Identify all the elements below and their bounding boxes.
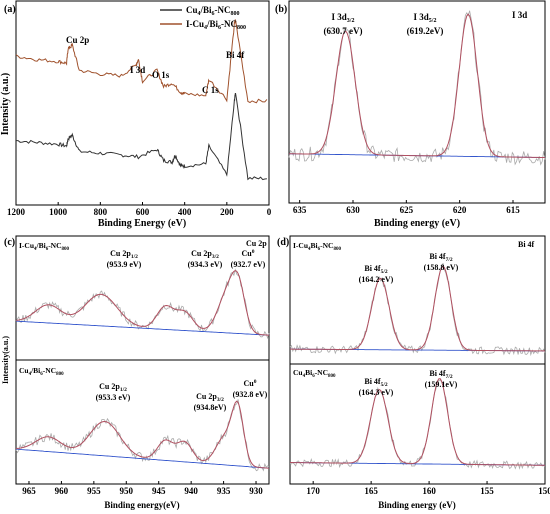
panel-b-x-tick-label: 625 bbox=[400, 205, 414, 215]
panel-d-x-tick-label: 150 bbox=[538, 486, 550, 496]
panel-c-x-tick-label: 960 bbox=[55, 486, 69, 496]
panel-b-x-tick-label: 635 bbox=[293, 205, 307, 215]
panel-b-x-ticks: 635 630 625 620 615 bbox=[293, 200, 520, 215]
annotation-cu2p: Cu 2p bbox=[66, 35, 89, 45]
panel-b-xlabel: Binding energy (eV) bbox=[374, 218, 460, 229]
panel-a-x-tick-label: 1200 bbox=[7, 207, 26, 217]
c-bottom-peak1-label: Cu 2p1/2 bbox=[99, 382, 127, 393]
panel-b: (b) I 3d Binding energy (eV) 635 630 625 62… bbox=[275, 0, 546, 229]
panel-c-top-background bbox=[16, 320, 270, 336]
peak-value-i3d52: (619.2eV) bbox=[407, 26, 444, 36]
c-top-peak3-value: (932.7 eV) bbox=[231, 260, 266, 269]
panel-c-bottom-background bbox=[15, 448, 270, 469]
d-top-peak1-label: Bi 4f5/2 bbox=[364, 264, 388, 275]
d-bottom-peak2-label: Bi 4f7/2 bbox=[429, 369, 453, 380]
panel-b-x-tick-label: 620 bbox=[453, 205, 467, 215]
peak-value-i3d32: (630.7 eV) bbox=[324, 26, 363, 36]
c-top-peak2-label: Cu 2p3/2 bbox=[191, 249, 219, 260]
c-top-peak1-value: (953.9 eV) bbox=[107, 260, 142, 269]
panel-c-x-tick-label: 955 bbox=[87, 486, 101, 496]
peak-label-i3d32: I 3d3/2 bbox=[332, 12, 355, 24]
panel-c-x-ticks: 965 960 955 950 945 940 935 930 bbox=[22, 481, 263, 496]
c-bottom-peak2-label: Cu 2p3/2 bbox=[196, 392, 224, 403]
panel-a-x-tick-label: 800 bbox=[94, 207, 108, 217]
panel-a-x-ticks: 1200 1000 800 600 400 200 0 bbox=[7, 202, 272, 217]
annotation-o1s: O 1s bbox=[152, 70, 170, 80]
panel-d-curves bbox=[289, 263, 546, 470]
d-bottom-peak1-label: Bi 4f5/2 bbox=[364, 377, 388, 388]
panel-c-top-fit-envelope bbox=[15, 270, 270, 336]
d-top-peak2-value: (158.8 eV) bbox=[424, 263, 459, 272]
panel-a-x-tick-label: 400 bbox=[178, 207, 192, 217]
survey-series-1 bbox=[15, 19, 268, 104]
panel-b-title: I 3d bbox=[512, 10, 527, 20]
panel-c-x-tick-label: 935 bbox=[217, 486, 231, 496]
c-top-peak3-label: Cu0 bbox=[242, 249, 255, 258]
panel-a-ylabel: Intensity (a.u.) bbox=[0, 73, 11, 136]
d-top-peak2-label: Bi 4f7/2 bbox=[429, 252, 453, 263]
c-top-peak1-label: Cu 2p1/2 bbox=[110, 249, 138, 260]
panel-d-letter: (d) bbox=[277, 237, 289, 248]
panel-c-bottom-fit-envelope bbox=[15, 400, 270, 469]
c-top-peak2-value: (934.3 eV) bbox=[188, 260, 223, 269]
panel-c-curves bbox=[15, 268, 270, 472]
c-bottom-peak3-label: Cu0 bbox=[244, 379, 257, 388]
panel-a-x-tick-label: 600 bbox=[136, 207, 150, 217]
c-bottom-peak2-value: (934.8eV) bbox=[194, 403, 227, 412]
c-bottom-peak1-value: (953.3 eV) bbox=[96, 393, 131, 402]
panel-a-x-tick-label: 1000 bbox=[49, 207, 68, 217]
panel-c-top-sample: I-Cu4/Bi6-NC800 bbox=[19, 241, 70, 252]
d-bottom-peak1-value: (164.3 eV) bbox=[359, 388, 394, 397]
panel-c-x-tick-label: 950 bbox=[120, 486, 134, 496]
panel-b-curves bbox=[288, 10, 546, 166]
annotation-i3d: I 3d bbox=[130, 65, 145, 75]
panel-d-title: Bi 4f bbox=[518, 240, 535, 249]
panel-a-x-tick-label: 0 bbox=[267, 207, 272, 217]
panel-d: (d) Bi 4f Binding energy (eV) 170 165 160 1… bbox=[277, 235, 550, 510]
panel-b-x-tick-label: 615 bbox=[506, 205, 520, 215]
panel-d-top-sample: I-Cu4Bi6-NC800 bbox=[293, 241, 341, 252]
panel-b-x-tick-label: 630 bbox=[346, 205, 360, 215]
panel-c-x-tick-label: 965 bbox=[22, 486, 36, 496]
panel-d-x-tick-label: 170 bbox=[306, 486, 320, 496]
panel-d-x-tick-label: 160 bbox=[422, 486, 436, 496]
panel-d-bottom-sample: Cu4Bi6-NC800 bbox=[293, 368, 336, 379]
panel-c-top-raw-spectrum bbox=[15, 268, 270, 340]
d-bottom-peak2-value: (159.1eV) bbox=[425, 380, 458, 389]
panel-a-series bbox=[15, 19, 268, 181]
panel-c-bottom-sample: Cu4/Bi6-NC800 bbox=[19, 366, 64, 377]
panel-c-x-tick-label: 940 bbox=[184, 486, 198, 496]
panel-d-bottom-raw-spectrum bbox=[289, 379, 546, 470]
legend-label-i-cu4bi6: I-Cu4/Bi6-NC800 bbox=[186, 19, 246, 31]
panel-d-xlabel: Binding energy (eV) bbox=[378, 500, 456, 510]
panel-a-letter: (a) bbox=[4, 4, 16, 15]
panel-d-x-ticks: 170 165 160 155 150 bbox=[306, 481, 550, 496]
panel-c-title: Cu 2p bbox=[246, 239, 267, 248]
panel-c-ylabel: Intensity(a.u.) bbox=[1, 336, 10, 384]
panel-d-bottom-fit-envelope bbox=[290, 378, 545, 466]
panel-c-bottom-raw-spectrum bbox=[15, 399, 270, 472]
panel-c-letter: (c) bbox=[4, 237, 15, 248]
d-top-peak1-value: (164.2 eV) bbox=[359, 275, 394, 284]
panel-a-xlabel: Binding Energy (eV) bbox=[98, 218, 186, 229]
panel-d-x-tick-label: 165 bbox=[364, 486, 378, 496]
panel-c: (c) Cu 2p Intensity(a.u.) Binding energy… bbox=[1, 235, 270, 510]
panel-c-xlabel: Binding energy(eV) bbox=[104, 500, 179, 510]
panel-d-top-fit-envelope bbox=[290, 265, 546, 352]
annotation-c1s: C 1s bbox=[202, 85, 219, 95]
panel-a: (a) Intensity (a.u.) Binding Energy (eV)… bbox=[0, 0, 272, 229]
panel-a-x-tick-label: 200 bbox=[220, 207, 234, 217]
legend-label-cu4bi6: Cu4/Bi6-NC800 bbox=[186, 5, 240, 17]
c-bottom-peak3-value: (932.8 eV) bbox=[233, 390, 268, 399]
panel-b-fit-envelope bbox=[289, 13, 546, 159]
panel-c-x-tick-label: 945 bbox=[152, 486, 166, 496]
panel-b-letter: (b) bbox=[275, 4, 287, 15]
panel-c-x-tick-label: 930 bbox=[249, 486, 263, 496]
survey-series-0 bbox=[16, 93, 267, 181]
panel-d-top-raw-spectrum bbox=[289, 263, 546, 357]
annotation-bi4f: Bi 4f bbox=[226, 50, 245, 60]
peak-label-i3d52: I 3d5/2 bbox=[414, 12, 437, 24]
panel-d-x-tick-label: 155 bbox=[480, 486, 494, 496]
